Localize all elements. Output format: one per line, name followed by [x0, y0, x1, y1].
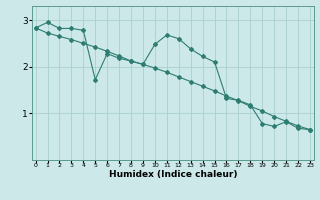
X-axis label: Humidex (Indice chaleur): Humidex (Indice chaleur) [108, 170, 237, 179]
